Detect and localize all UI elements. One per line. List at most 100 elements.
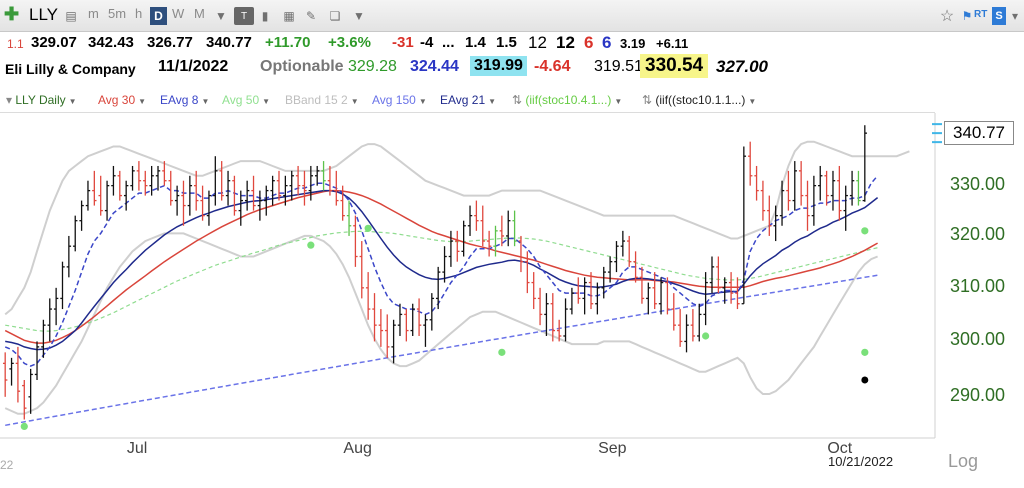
ohlc-bar: [588, 272, 594, 310]
ohlc-bar: [187, 175, 193, 216]
ohlc-bar: [194, 170, 199, 211]
company-name: Eli Lilly & Company: [5, 61, 136, 77]
ohlc-bar: [442, 246, 447, 283]
ohlc-bar: [576, 277, 581, 304]
ohlc-bar: [162, 161, 167, 186]
ohlc-bar: [73, 215, 78, 252]
study-stoch-black[interactable]: ⇅ (iif((stoc10.1.1...) ▼: [642, 93, 757, 107]
pencil-icon[interactable]: ✎: [305, 9, 317, 23]
ohlc-bar: [104, 180, 110, 221]
green-signal-dot: [702, 332, 710, 340]
study-avg50[interactable]: Avg 50 ▼: [222, 93, 271, 107]
log-scale-toggle[interactable]: Log: [948, 451, 979, 471]
realtime-label: RT: [974, 9, 988, 20]
interval-m-button[interactable]: m: [88, 6, 99, 21]
ohlc-bar: [512, 210, 517, 247]
ohlc-bar: [321, 161, 326, 191]
interval-weekly-button[interactable]: W: [172, 6, 185, 21]
ohlc-bar: [60, 261, 65, 310]
ohlc-bar: [614, 241, 619, 273]
interval-5m-button[interactable]: 5m: [108, 6, 127, 21]
ohlc-bar: [779, 180, 785, 226]
ohlc-bar: [849, 170, 855, 206]
ohlc-bar: [213, 156, 218, 206]
symbol-label[interactable]: LLY: [29, 5, 58, 24]
interval-daily-button[interactable]: D: [150, 7, 167, 25]
ohlc-bar: [397, 303, 403, 336]
print-icon[interactable]: ▤: [65, 9, 77, 23]
quote-value: 6: [602, 33, 612, 52]
chevron-down-icon[interactable]: ▾: [1011, 9, 1019, 23]
study-stoch-green[interactable]: ⇅ (iif(stoc10.4.1...) ▼: [512, 93, 623, 107]
ohlc-bar: [563, 298, 568, 342]
ohlc-bar: [276, 170, 282, 201]
ohlc-bar: [658, 277, 664, 315]
ohlc-bar: [200, 185, 205, 221]
add-symbol-icon[interactable]: ✚: [4, 4, 20, 24]
ohlc-bar: [385, 314, 390, 358]
quote-prefix: 1.1: [7, 37, 24, 51]
study-eavg21[interactable]: EAvg 21 ▼: [440, 93, 497, 107]
bar-chart-icon[interactable]: ▮: [261, 9, 269, 23]
ohlc-bar: [302, 170, 307, 206]
ohlc-bar: [856, 170, 861, 206]
interval-h-button[interactable]: h: [135, 6, 143, 21]
quote-value: 319.51: [594, 58, 643, 75]
ohlc-bar: [556, 319, 562, 342]
ohlc-bar: [22, 380, 27, 420]
study-label: BBand 15 2: [285, 93, 348, 107]
ohlc-bar: [582, 277, 587, 315]
study-avg150[interactable]: Avg 150 ▼: [372, 93, 427, 107]
ohlc-bar: [607, 256, 613, 283]
quote-value: 319.99: [470, 56, 527, 76]
y-tick-label: 320.00: [950, 223, 1006, 244]
interval-monthly-button[interactable]: M: [194, 6, 205, 21]
chart-date: 10/21/2022: [828, 454, 894, 469]
ohlc-bar: [830, 170, 836, 211]
study-lly-daily[interactable]: ▾ LLY Daily ▼: [6, 93, 77, 107]
ohlc-bar: [716, 256, 721, 294]
ohlc-bar: [340, 185, 345, 221]
ohlc-bar: [238, 190, 243, 226]
star-icon[interactable]: ☆: [939, 8, 955, 25]
ohlc-bar: [690, 309, 696, 342]
price-marker-icon: [932, 123, 942, 144]
chevron-down-icon[interactable]: ▼: [215, 9, 227, 23]
ohlc-bar: [206, 190, 212, 226]
ohlc-bar: [372, 293, 377, 342]
study-bband[interactable]: BBand 15 2 ▼: [285, 93, 359, 107]
study-eavg8[interactable]: EAvg 8 ▼: [160, 93, 210, 107]
scan-button[interactable]: S: [992, 7, 1006, 25]
study-label: EAvg 8: [160, 93, 199, 107]
toolbar: ✚ LLY ▤ m 5m h D W M ▼ T ▮ ▦ ✎ ❏ ▼ ☆ ⚑ R…: [0, 0, 1024, 32]
ohlc-bar: [544, 293, 549, 336]
ohlc-bar: [2, 352, 8, 397]
ohlc-bar: [677, 309, 683, 347]
ohlc-bar: [741, 146, 747, 305]
ohlc-bar: [537, 287, 543, 326]
price-chart[interactable]: [0, 113, 1024, 488]
flag-icon[interactable]: ⚑: [961, 9, 973, 23]
ohlc-bar: [314, 165, 320, 186]
ohlc-bar: [327, 165, 333, 196]
x-tick-label: Oct: [827, 440, 853, 457]
ohlc-bar: [837, 165, 842, 221]
quote-value: -4: [420, 34, 434, 51]
ohlc-bar: [633, 251, 638, 283]
quote-close: 340.77: [206, 34, 252, 51]
ohlc-bar: [862, 125, 868, 202]
text-tool-icon[interactable]: T: [234, 7, 254, 25]
ohlc-bar: [257, 190, 263, 221]
grid-icon[interactable]: ▦: [283, 9, 295, 23]
ohlc-bar: [130, 165, 135, 191]
ohlc-bar: [378, 309, 384, 347]
study-legend: ▾ LLY Daily ▼ Avg 30 ▼ EAvg 8 ▼ Avg 50 ▼ BBa…: [0, 89, 935, 113]
y-tick-label: 310.00: [950, 275, 1006, 296]
note-icon[interactable]: ❏: [329, 9, 341, 23]
ohlc-bar: [435, 266, 441, 310]
ohlc-bar: [550, 293, 556, 342]
ohlc-bar: [792, 161, 797, 211]
study-avg30[interactable]: Avg 30 ▼: [98, 93, 147, 107]
study-label: EAvg 21: [440, 93, 486, 107]
chevron-down-icon[interactable]: ▼: [353, 9, 365, 23]
